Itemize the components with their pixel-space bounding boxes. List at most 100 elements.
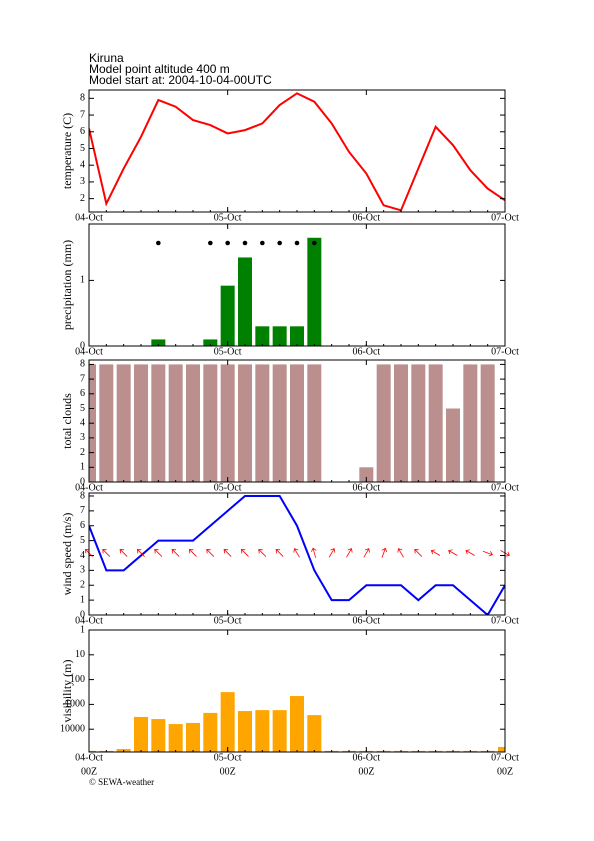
x-tick-label: 06-Oct [352,212,380,223]
bar [151,719,166,752]
x-tick-label: 04-Oct [75,212,103,223]
y-tick-label: 5 [80,143,85,154]
y-tick-label: 0 [80,609,85,620]
bar [186,364,200,482]
bar [116,364,131,482]
x-tick-label: 05-Oct [214,482,242,493]
x-tick-sublabel: 00Z [358,766,374,777]
y-tick-label: 3 [80,176,85,187]
bar [255,710,270,752]
wind-arrow [119,549,128,557]
y-tick-label: 4 [80,550,85,561]
footer: © SEWA-weather [89,777,154,787]
arrow-shape [397,548,404,558]
y-tick-label: 7 [80,505,85,516]
wind-arrow [448,549,458,556]
y-tick-label: 8 [80,490,85,501]
y-tick-label: 5 [80,535,85,546]
y-tick-label: 6 [80,520,85,531]
bar [272,710,287,752]
x-tick-label: 07-Oct [491,212,519,223]
arrow-shape [241,549,249,557]
arrow-shape [465,549,475,556]
x-tick-label: 05-Oct [214,752,242,763]
y-tick-label: 7 [80,373,85,384]
arrow-shape [328,548,336,558]
bar [220,364,235,482]
bar [238,257,252,346]
bar [498,746,505,752]
bar [411,364,426,482]
wind-arrow [171,549,180,557]
bar [186,722,200,752]
wind-arrow [223,549,232,557]
arrow-shape [346,548,353,558]
weather-symbol [156,240,161,246]
x-tick-sublabel: 00Z [220,766,236,777]
y-axis-label: visibility (m) [60,659,74,722]
arrow-shape [482,550,493,557]
y-tick-label: 4 [80,418,85,429]
bar [203,339,218,346]
x-tick-sublabel: 00Z [497,766,513,777]
weather-symbol [277,240,282,246]
bar [290,364,304,482]
y-tick-label: 10 [75,649,85,660]
bar [376,364,391,482]
plot-area [151,237,322,346]
wind-arrow [397,548,404,558]
wind-arrow [482,550,493,557]
y-tick-label: 6 [80,388,85,399]
bar [359,467,374,482]
arrow-shape [119,549,128,557]
arrow-shape [223,549,232,557]
weather-symbol [242,240,248,246]
y-tick-label: 1 [80,462,85,473]
plot-area [89,692,505,752]
arrow-shape [275,549,284,557]
y-tick-label: 5 [80,403,85,414]
header-line: Model start at: 2004-10-04-00UTC [89,73,272,87]
bar [255,326,270,346]
wind-arrow [311,547,317,558]
y-tick-label: 7 [80,109,85,120]
bar [168,724,183,752]
weather-symbol [260,240,265,246]
y-tick-label: 3 [80,565,85,576]
wind-arrow [465,549,475,556]
x-tick-label: 04-Oct [75,752,103,763]
bar [151,364,166,482]
line [89,92,505,212]
arrow-shape [189,549,197,557]
wind-arrow [154,549,163,557]
y-tick-label: 2 [80,447,85,458]
y-axis-label: temperature (C) [60,113,74,189]
y-tick-label: 1 [80,624,85,635]
bar [238,364,252,482]
bar [220,692,235,752]
x-tick-label: 06-Oct [352,346,380,357]
plot-area [89,92,505,212]
y-tick-label: 1 [80,275,85,286]
bar [238,711,252,752]
bar [134,716,148,752]
arrow-shape [293,548,300,558]
wind-arrow [346,548,353,558]
y-tick-label: 6 [80,126,85,137]
bar [220,285,235,346]
weather-symbol [208,240,213,246]
x-tick-label: 05-Oct [214,212,242,223]
x-tick-label: 04-Oct [75,482,103,493]
y-tick-label: 10000 [60,724,85,735]
bar [203,364,218,482]
y-tick-label: 8 [80,359,85,370]
bar [272,364,287,482]
bar [307,715,322,752]
bar [272,326,287,346]
x-tick-label: 04-Oct [75,346,103,357]
y-tick-label: 3 [80,432,85,443]
arrow-shape [381,547,388,558]
arrow-shape [430,549,441,556]
arrow-shape [311,547,317,558]
bar [394,364,408,482]
